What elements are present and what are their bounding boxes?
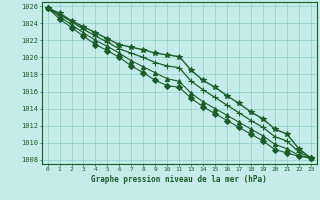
X-axis label: Graphe pression niveau de la mer (hPa): Graphe pression niveau de la mer (hPa)	[91, 175, 267, 184]
